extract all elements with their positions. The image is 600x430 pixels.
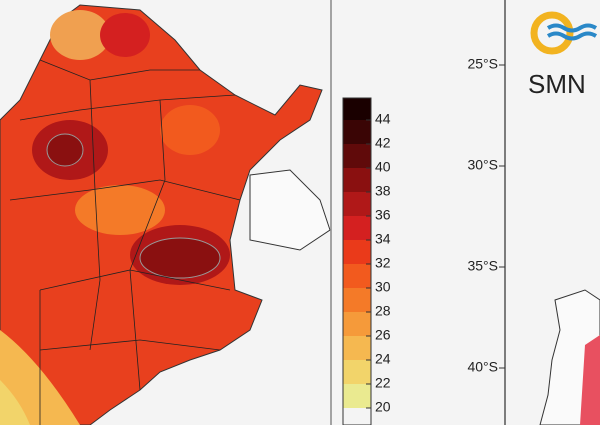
logo-waves	[546, 23, 598, 41]
colorbar-label: 44	[375, 111, 391, 127]
temperature-field	[580, 335, 600, 425]
colorbar-label: 40	[375, 159, 391, 175]
colorbar-segment	[343, 384, 371, 408]
logo-text: SMN	[528, 69, 586, 99]
colorbar-segment	[343, 120, 371, 144]
right-map: SMN	[528, 11, 600, 426]
cool-patch	[160, 105, 220, 155]
left-map	[0, 4, 331, 426]
latitude-label: 30°S	[467, 157, 498, 173]
colorbar-segment	[343, 336, 371, 360]
cool-patch	[75, 185, 165, 235]
neighbor-country	[249, 169, 331, 251]
colorbar-segment	[343, 98, 371, 120]
colorbar-label: 38	[375, 183, 391, 199]
colorbar-label: 24	[375, 351, 391, 367]
colorbar-label: 26	[375, 327, 391, 343]
colorbar-label: 30	[375, 279, 391, 295]
colorbar-segment	[343, 264, 371, 288]
latitude-label: 25°S	[467, 56, 498, 72]
colorbar-label: 20	[375, 399, 391, 415]
colorbar-segment	[343, 216, 371, 240]
colorbar-segment	[343, 360, 371, 384]
colorbar-label: 34	[375, 231, 391, 247]
colorbar-segment	[343, 168, 371, 192]
colorbar-label: 32	[375, 255, 391, 271]
colorbar-label: 36	[375, 207, 391, 223]
colorbar-label: 28	[375, 303, 391, 319]
colorbar-segment	[343, 144, 371, 168]
colorbar-label: 42	[375, 135, 391, 151]
logo-ring	[530, 11, 574, 55]
latitude-label: 40°S	[467, 359, 498, 375]
colorbar-segment	[343, 312, 371, 336]
colorbar: 44 42 40 38 36 34 32 30 28 26 24 22 20	[342, 97, 391, 426]
latitude-label: 35°S	[467, 258, 498, 274]
province-borders	[9, 59, 241, 425]
warm-patch	[100, 13, 150, 57]
hot-patch	[46, 133, 84, 167]
latitude-axis: 25°S 30°S 35°S 40°S	[467, 56, 505, 375]
cool-patch	[0, 380, 30, 425]
colorbar-segment	[343, 240, 371, 264]
hot-patch	[139, 237, 221, 279]
colorbar-segment	[343, 192, 371, 216]
colorbar-segment	[343, 288, 371, 312]
colorbar-label: 22	[375, 375, 391, 391]
cool-patch	[50, 10, 110, 60]
smn-logo: SMN	[528, 11, 598, 99]
